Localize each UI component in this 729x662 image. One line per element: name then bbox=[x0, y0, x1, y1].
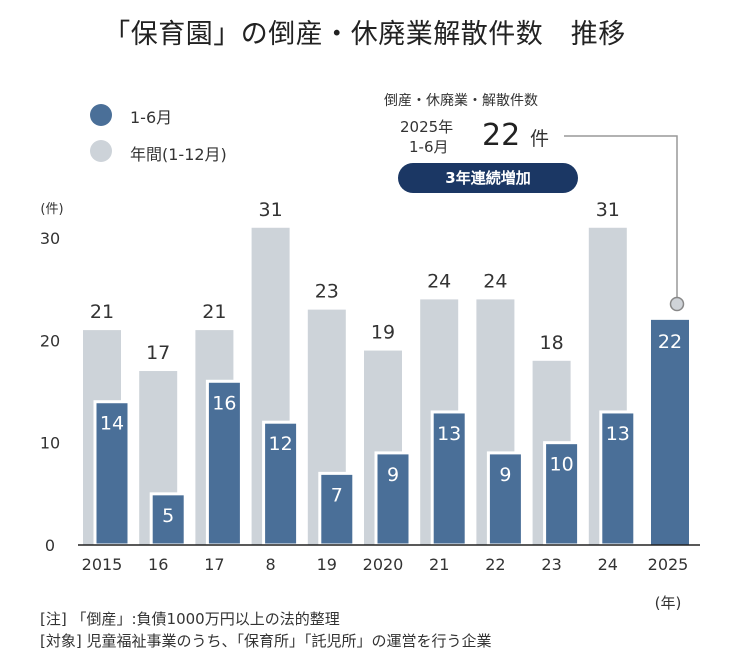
note-line-2: [対象] 児童福祉事業のうち、「保育所」「託児所」の運営を行う企業 bbox=[40, 632, 492, 650]
data-label-h1: 13 bbox=[606, 423, 630, 445]
bar-h1 bbox=[651, 319, 689, 545]
data-label-annual: 31 bbox=[596, 199, 620, 221]
trend-badge: 3年連続増加 bbox=[398, 163, 578, 193]
y-axis-unit: (件) bbox=[40, 202, 63, 217]
data-label-h1: 13 bbox=[437, 423, 461, 445]
data-label-h1: 7 bbox=[331, 484, 343, 506]
x-axis-unit: (年) bbox=[655, 594, 682, 612]
data-label-annual: 31 bbox=[259, 199, 283, 221]
callout-unit: 件 bbox=[530, 128, 550, 150]
x-tick-label: 16 bbox=[148, 555, 168, 574]
data-label-h1: 12 bbox=[269, 433, 293, 455]
data-label-h1: 9 bbox=[387, 464, 399, 486]
x-tick-label: 2025 bbox=[648, 555, 689, 574]
data-label-h1: 22 bbox=[658, 331, 682, 353]
data-label-annual: 18 bbox=[540, 332, 564, 354]
x-tick-label: 19 bbox=[317, 555, 337, 574]
callout-period-year: 2025年 bbox=[400, 118, 454, 136]
bar-h1 bbox=[318, 471, 356, 547]
x-tick-label: 17 bbox=[204, 555, 224, 574]
data-label-h1: 16 bbox=[212, 392, 236, 414]
legend-swatch-h1 bbox=[90, 104, 112, 126]
bar-h1 bbox=[262, 420, 300, 547]
data-label-h1: 5 bbox=[162, 505, 174, 527]
callout-period-months: 1-6月 bbox=[409, 138, 449, 156]
data-label-annual: 17 bbox=[146, 342, 170, 364]
bar-h1 bbox=[430, 410, 468, 547]
callout-value: 22 bbox=[482, 118, 521, 153]
x-tick-label: 24 bbox=[598, 555, 618, 574]
y-tick-label: 10 bbox=[40, 434, 60, 453]
x-tick-label: 8 bbox=[266, 555, 276, 574]
data-label-annual: 21 bbox=[202, 301, 226, 323]
bar-h1 bbox=[93, 400, 131, 547]
y-tick-label: 0 bbox=[45, 536, 55, 555]
callout-leader-line bbox=[564, 135, 678, 298]
y-tick-label: 20 bbox=[40, 331, 60, 350]
data-label-h1: 9 bbox=[499, 464, 511, 486]
data-label-annual: 23 bbox=[315, 281, 339, 303]
legend-label-annual: 年間(1-12月) bbox=[130, 145, 227, 164]
x-tick-label: 2015 bbox=[82, 555, 123, 574]
y-tick-label: 30 bbox=[40, 229, 60, 248]
legend-label-h1: 1-6月 bbox=[130, 108, 173, 127]
note-line-1: [注] 「倒産」:負債1000万円以上の法的整理 bbox=[40, 610, 340, 628]
data-label-h1: 14 bbox=[100, 413, 124, 435]
data-label-annual: 24 bbox=[427, 270, 451, 292]
bar-h1 bbox=[149, 492, 187, 547]
callout-heading: 倒産・休廃業・解散件数 bbox=[384, 93, 538, 109]
legend-swatch-annual bbox=[90, 140, 112, 162]
data-label-annual: 21 bbox=[90, 301, 114, 323]
data-label-annual: 19 bbox=[371, 322, 395, 344]
chart-title: 「保育園」の倒産・休廃業解散件数 推移 bbox=[103, 19, 626, 50]
x-tick-label: 22 bbox=[485, 555, 505, 574]
data-label-annual: 24 bbox=[483, 270, 507, 292]
x-tick-label: 21 bbox=[429, 555, 449, 574]
data-label-h1: 10 bbox=[550, 454, 574, 476]
callout-marker bbox=[669, 296, 685, 312]
x-tick-label: 2020 bbox=[363, 555, 404, 574]
x-tick-label: 23 bbox=[541, 555, 561, 574]
